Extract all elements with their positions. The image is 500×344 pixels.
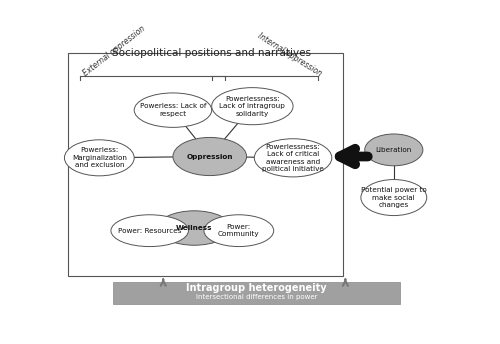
Text: Internal oppression: Internal oppression	[256, 31, 324, 78]
Text: Intragroup heterogeneity: Intragroup heterogeneity	[186, 283, 326, 293]
Ellipse shape	[173, 138, 246, 175]
Text: Intersectional differences in power: Intersectional differences in power	[196, 294, 317, 300]
Text: Powerless:
Marginalization
and exclusion: Powerless: Marginalization and exclusion	[72, 147, 127, 168]
Text: Wellness: Wellness	[176, 225, 212, 231]
Text: Powerlessness:
Lack of critical
awareness and
political initiative: Powerlessness: Lack of critical awarenes…	[262, 143, 324, 172]
Text: Power: Resources: Power: Resources	[118, 228, 182, 234]
Ellipse shape	[204, 215, 274, 247]
Text: Potential power to
make social
changes: Potential power to make social changes	[361, 187, 426, 208]
Text: Sociopolitical positions and narratives: Sociopolitical positions and narratives	[112, 48, 311, 58]
Bar	[113, 282, 400, 303]
Ellipse shape	[365, 134, 423, 166]
Ellipse shape	[212, 88, 293, 125]
Ellipse shape	[111, 215, 188, 247]
Text: External oppression: External oppression	[81, 24, 146, 78]
Ellipse shape	[64, 140, 134, 176]
Ellipse shape	[134, 93, 212, 127]
Ellipse shape	[254, 139, 332, 177]
Text: Oppression: Oppression	[186, 153, 233, 160]
Text: Powerlessness:
Lack of intragroup
solidarity: Powerlessness: Lack of intragroup solida…	[220, 96, 286, 117]
Ellipse shape	[158, 211, 231, 245]
Ellipse shape	[361, 180, 427, 216]
Text: Power:
Community: Power: Community	[218, 224, 260, 237]
Bar	[68, 53, 344, 276]
Text: Liberation: Liberation	[376, 147, 412, 153]
Text: Powerless: Lack of
respect: Powerless: Lack of respect	[140, 104, 206, 117]
